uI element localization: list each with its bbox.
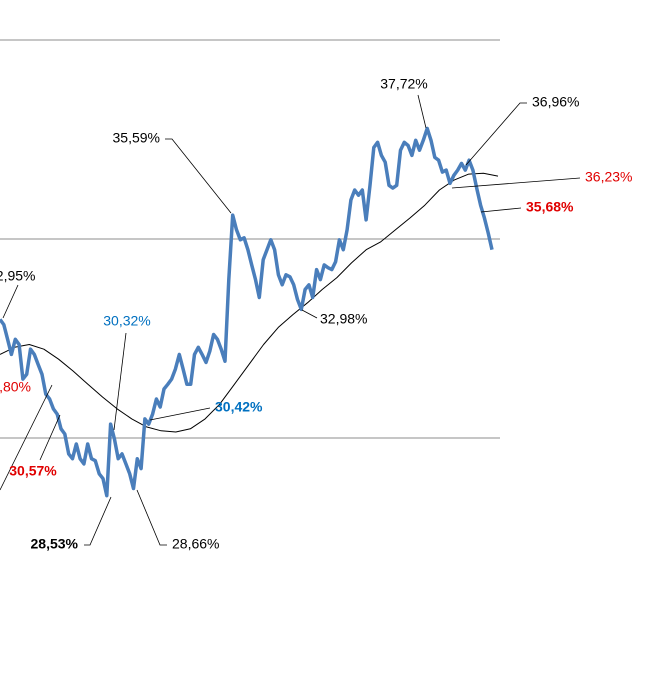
annotation: 32,98% xyxy=(320,311,367,327)
annotation-leader xyxy=(136,489,167,546)
annotation: 30,80% xyxy=(0,379,31,395)
annotation: 37,72% xyxy=(380,76,427,92)
annotation-leader xyxy=(301,309,318,319)
annotation: 35,59% xyxy=(113,130,160,146)
annotation: 36,96% xyxy=(532,94,579,110)
line-series xyxy=(0,126,494,498)
annotation-leader xyxy=(417,94,427,129)
annotation: 30,57% xyxy=(9,463,57,479)
annotation: 28,66% xyxy=(172,536,219,552)
annotation: 35,68% xyxy=(526,199,574,215)
annotation-leader xyxy=(0,384,53,491)
annotation-leader xyxy=(2,284,19,319)
annotation-leader xyxy=(165,138,232,214)
line-series xyxy=(0,172,499,433)
annotation-leader xyxy=(39,414,61,461)
annotation: 36,23% xyxy=(585,169,632,185)
annotation-leader xyxy=(451,177,581,189)
annotation-leader xyxy=(465,102,527,166)
annotation-leader xyxy=(480,207,522,213)
annotation-leader xyxy=(84,496,112,546)
annotation-leader xyxy=(149,407,211,421)
annotation: 32,95% xyxy=(0,268,35,284)
annotation: 28,53% xyxy=(31,536,79,552)
annotation: 30,32% xyxy=(103,313,150,329)
annotation: 30,42% xyxy=(215,399,263,415)
annotation-leader xyxy=(113,332,127,431)
